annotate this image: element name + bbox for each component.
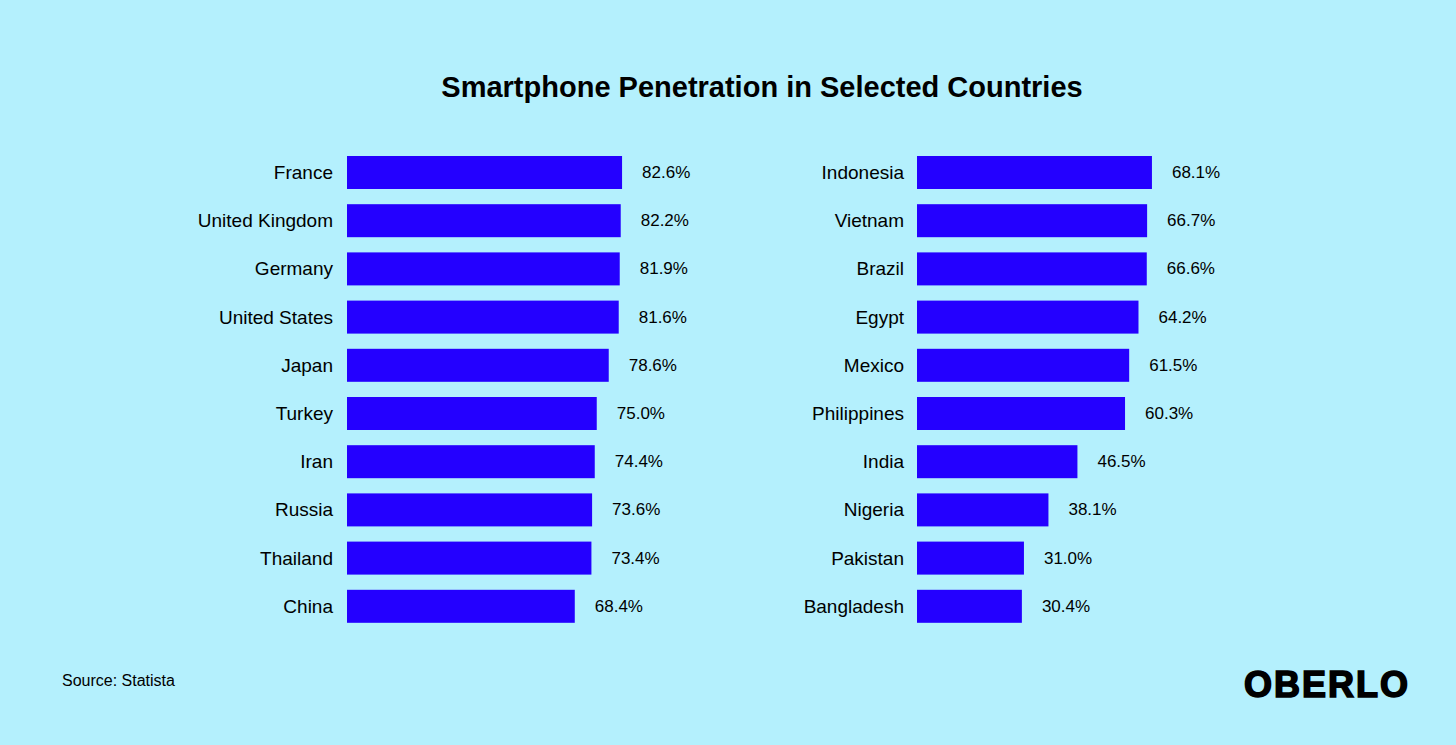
category-label: Pakistan (831, 548, 904, 569)
category-label: Iran (300, 451, 333, 472)
data-label: 30.4% (1042, 597, 1090, 616)
bar (917, 397, 1125, 430)
data-label: 73.4% (611, 549, 659, 568)
category-label: Mexico (844, 355, 904, 376)
bar (917, 349, 1129, 382)
bar (917, 204, 1147, 237)
data-label: 60.3% (1145, 404, 1193, 423)
bar (347, 301, 619, 334)
category-label: Vietnam (835, 210, 904, 231)
chart-title: Smartphone Penetration in Selected Count… (441, 71, 1082, 103)
bar (347, 493, 592, 526)
data-label: 46.5% (1097, 452, 1145, 471)
data-label: 38.1% (1068, 500, 1116, 519)
bar (917, 252, 1147, 285)
bar (917, 301, 1138, 334)
category-label: China (283, 596, 333, 617)
bar (917, 542, 1024, 575)
bar (917, 445, 1077, 478)
bar (347, 445, 595, 478)
category-label: Turkey (276, 403, 334, 424)
category-label: Nigeria (844, 499, 905, 520)
category-label: Brazil (856, 258, 904, 279)
bar (347, 156, 622, 189)
category-label: Philippines (812, 403, 904, 424)
data-label: 68.1% (1172, 163, 1220, 182)
data-label: 81.6% (639, 308, 687, 327)
data-label: 74.4% (615, 452, 663, 471)
data-label: 81.9% (640, 259, 688, 278)
bar (347, 204, 621, 237)
category-label: India (863, 451, 905, 472)
bar (917, 493, 1048, 526)
data-label: 82.6% (642, 163, 690, 182)
source-note: Source: Statista (62, 672, 175, 689)
category-label: Indonesia (822, 162, 905, 183)
category-label: Russia (275, 499, 334, 520)
bar (347, 590, 575, 623)
category-label: United States (219, 307, 333, 328)
chart-canvas: Smartphone Penetration in Selected Count… (0, 0, 1456, 745)
bar (347, 542, 591, 575)
data-label: 78.6% (629, 356, 677, 375)
bar (347, 252, 620, 285)
category-label: Japan (281, 355, 333, 376)
bar (347, 397, 597, 430)
bar (347, 349, 609, 382)
category-label: Germany (255, 258, 334, 279)
data-label: 64.2% (1158, 308, 1206, 327)
data-label: 82.2% (641, 211, 689, 230)
category-label: Thailand (260, 548, 333, 569)
data-label: 73.6% (612, 500, 660, 519)
category-label: United Kingdom (198, 210, 333, 231)
data-label: 31.0% (1044, 549, 1092, 568)
data-label: 61.5% (1149, 356, 1197, 375)
category-label: Egypt (855, 307, 904, 328)
bar (917, 590, 1022, 623)
bars (347, 156, 622, 623)
data-label: 75.0% (617, 404, 665, 423)
category-label: France (274, 162, 333, 183)
data-label: 66.6% (1167, 259, 1215, 278)
data-label: 68.4% (595, 597, 643, 616)
logo: OBERLO (1244, 664, 1410, 705)
data-label: 66.7% (1167, 211, 1215, 230)
bar (917, 156, 1152, 189)
category-label: Bangladesh (804, 596, 904, 617)
bars (917, 156, 1152, 623)
background (0, 0, 1456, 745)
